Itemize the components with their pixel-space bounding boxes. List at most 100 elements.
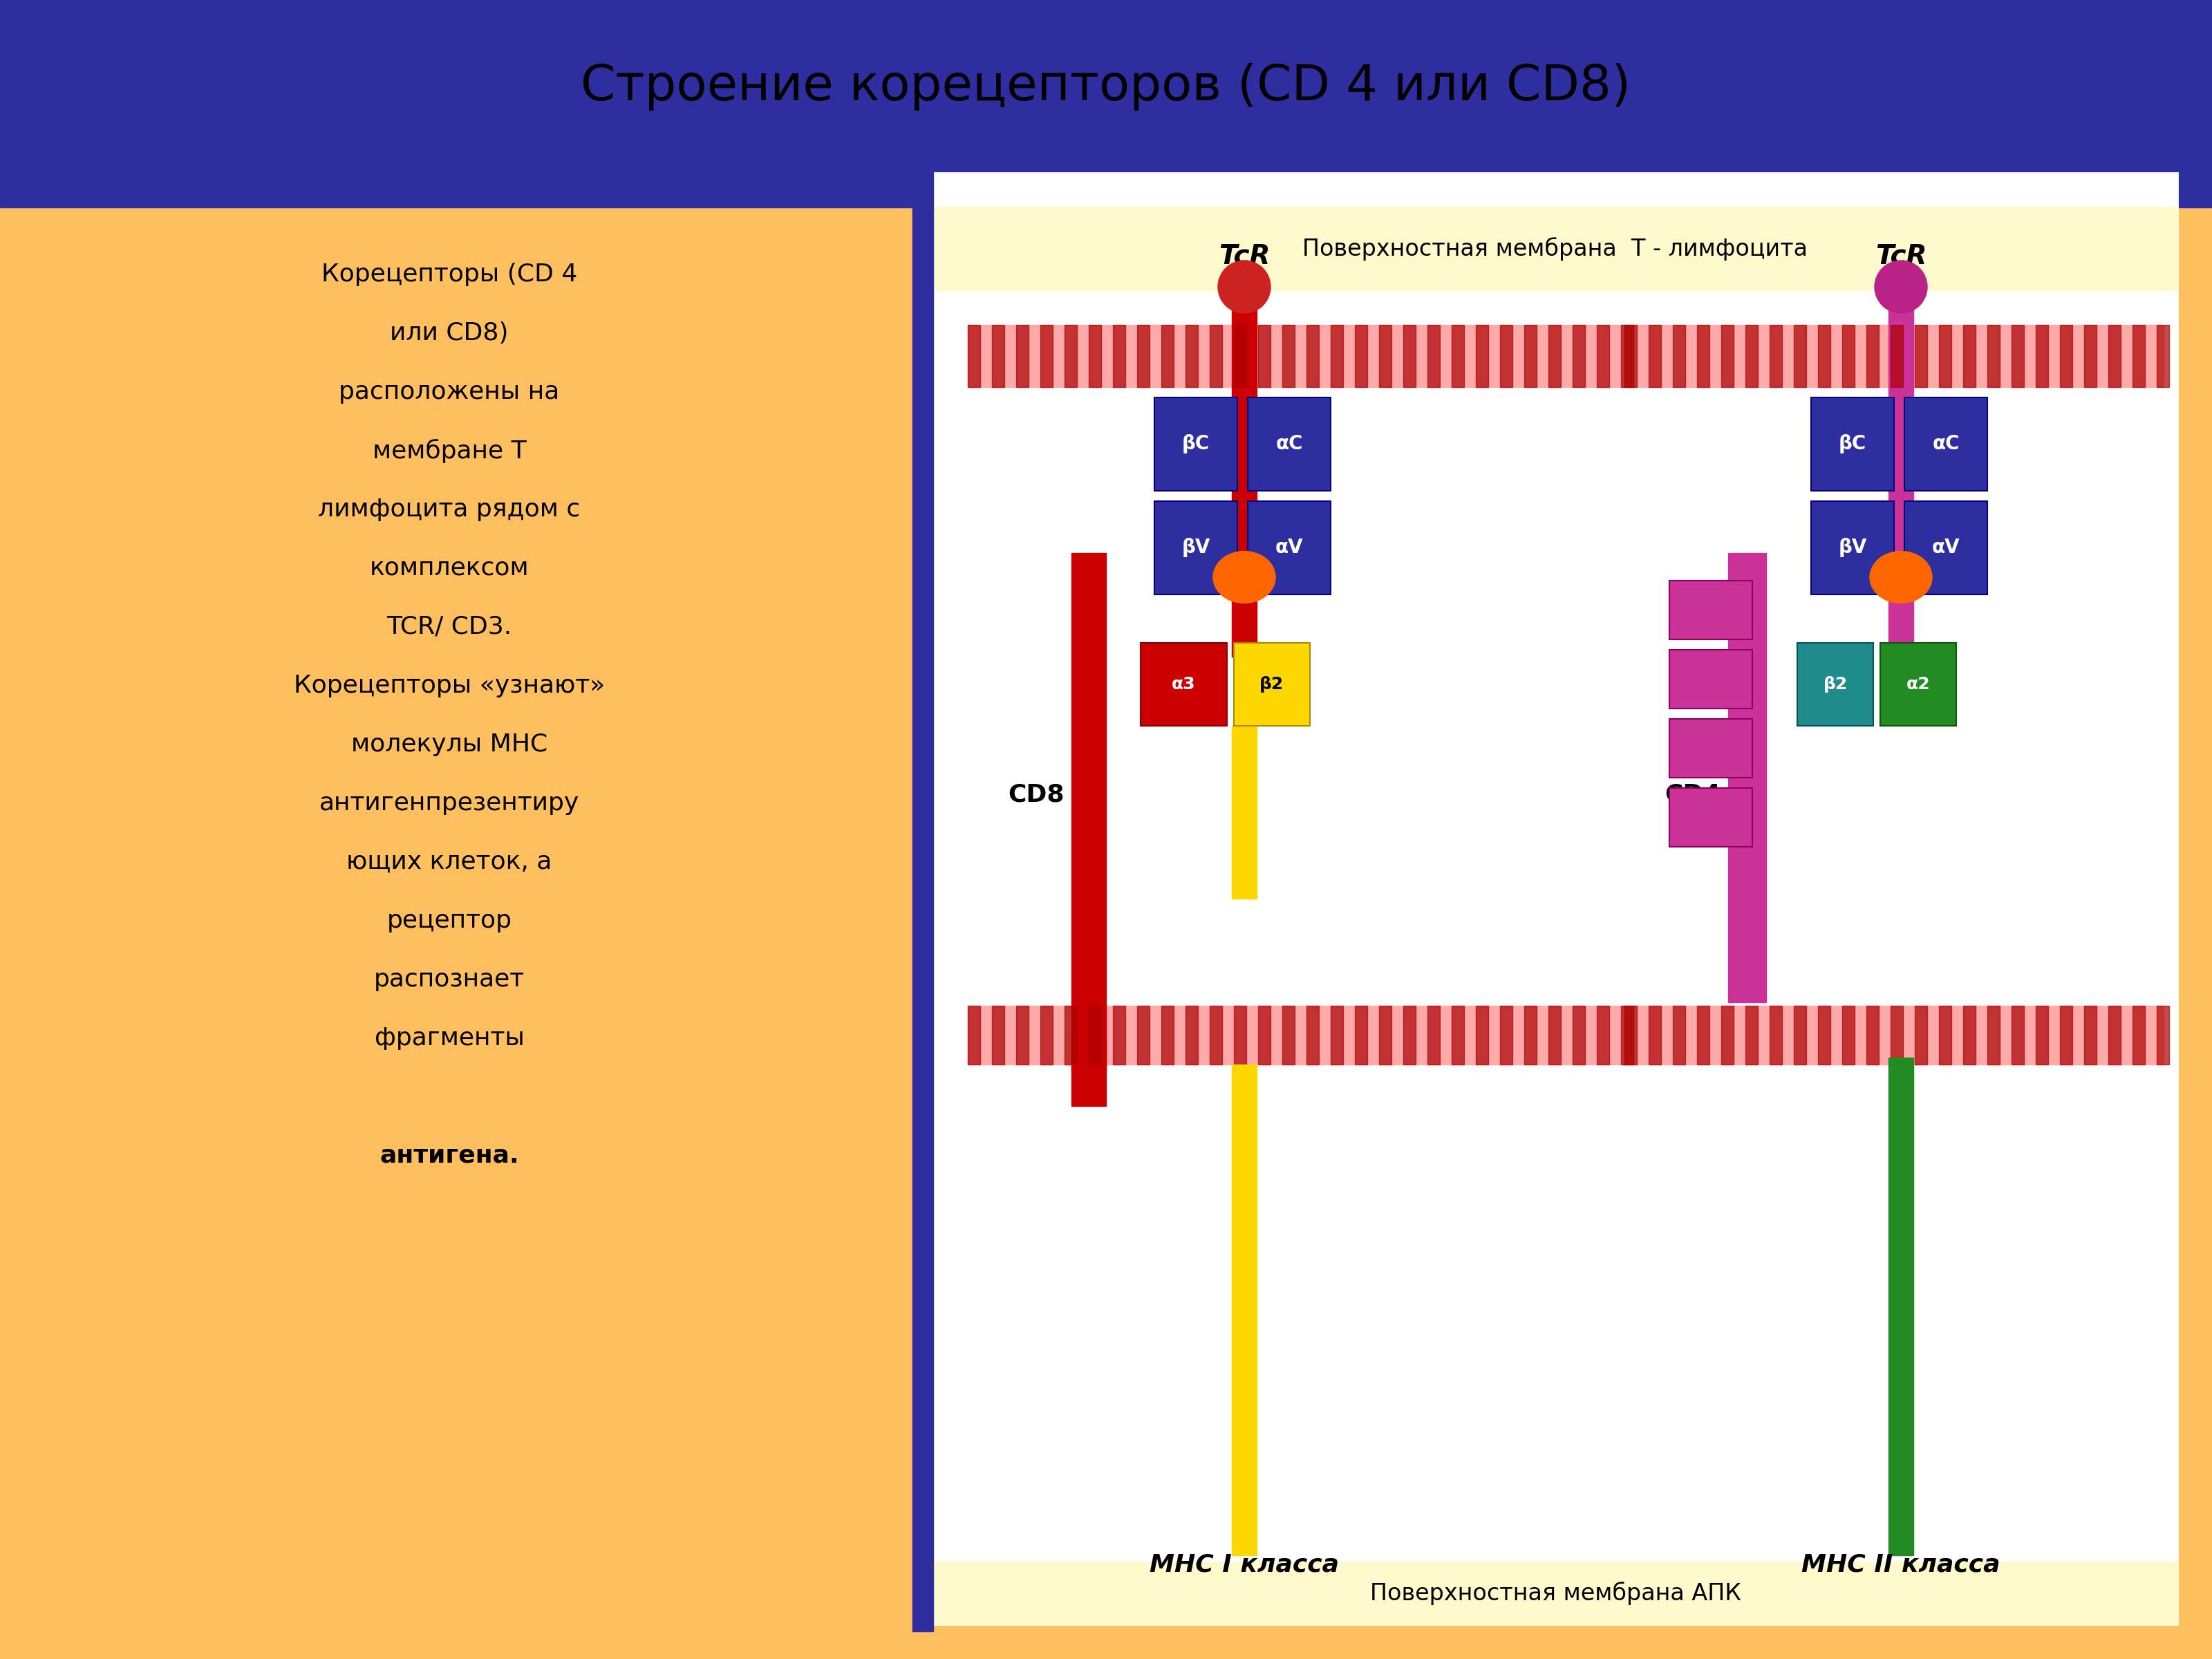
Text: TcR: TcR [1876,244,1927,269]
Bar [1697,325,1710,387]
Bar [0,173,2212,207]
Bar [1548,325,1562,387]
Bar [1889,1058,1913,1556]
Bar [1427,1005,1440,1065]
Bar [2011,1005,2024,1065]
Bar [1573,325,1586,387]
Bar [1186,325,1199,387]
FancyBboxPatch shape [1155,501,1237,594]
Text: фрагменты: фрагменты [374,1027,524,1050]
Bar [1283,1005,1294,1065]
Bar [1597,325,1608,387]
Bar [969,1005,1624,1065]
Text: МНС I класса: МНС I класса [1150,1553,1338,1576]
Bar [1064,1005,1077,1065]
Bar [914,166,933,1631]
Bar [1232,727,1256,899]
Text: расположены на: расположены на [338,380,560,403]
Bar [2157,325,2170,387]
Bar [1402,325,1416,387]
Bar [1210,325,1221,387]
Bar [1307,325,1318,387]
Bar [1332,1005,1343,1065]
Bar [1843,325,1854,387]
Bar [1964,1005,1975,1065]
Text: комплексом: комплексом [369,556,529,581]
Text: CD4: CD4 [1666,783,1721,806]
Bar [2059,325,2073,387]
Bar [1475,325,1489,387]
Bar [2059,1005,2073,1065]
Bar [1889,290,1913,657]
Bar [1354,1005,1367,1065]
Bar [933,173,2177,1624]
Bar [2108,325,2121,387]
Bar [1721,1005,1734,1065]
Bar [1867,1005,1878,1065]
Bar [1332,325,1343,387]
Text: молекулы МНС: молекулы МНС [352,733,549,757]
Bar [1794,325,1807,387]
Bar [969,325,980,387]
Bar [969,325,1624,387]
Bar [1088,1005,1102,1065]
Bar [1161,1005,1175,1065]
Bar [1354,325,1367,387]
FancyBboxPatch shape [1812,398,1893,491]
Bar [1624,325,1637,387]
Bar [1307,1005,1318,1065]
Bar [1500,1005,1513,1065]
Bar [1137,325,1150,387]
Text: Поверхностная мембрана АПК: Поверхностная мембрана АПК [1369,1581,1741,1604]
Bar [1259,1005,1270,1065]
Bar [1161,325,1175,387]
Bar [1721,325,1734,387]
Bar [1113,325,1126,387]
Bar [2084,1005,2097,1065]
FancyBboxPatch shape [1141,642,1228,727]
Text: α2: α2 [1907,677,1931,693]
Bar [1916,325,1927,387]
Bar [1427,325,1440,387]
Bar [1524,1005,1537,1065]
Bar [1621,325,1632,387]
Bar [933,207,2177,290]
Bar [1071,1037,1106,1107]
Bar [1794,1005,1807,1065]
Bar [1891,325,1902,387]
Bar [1648,325,1661,387]
Bar [1402,1005,1416,1065]
Text: мембране Т: мембране Т [372,440,526,463]
Bar [1597,1005,1608,1065]
Bar [1071,552,1106,1072]
FancyBboxPatch shape [1155,398,1237,491]
Bar [1210,1005,1221,1065]
Text: Корецепторы «узнают»: Корецепторы «узнают» [294,674,604,697]
Bar [969,1005,980,1065]
Bar [1015,325,1029,387]
Text: антигенпрезентиру: антигенпрезентиру [319,791,580,815]
FancyBboxPatch shape [1905,501,1986,594]
Bar [1283,325,1294,387]
Bar [1064,325,1077,387]
Bar [1672,1005,1686,1065]
Bar [1015,1005,1029,1065]
Bar [1500,325,1513,387]
Bar [1843,1005,1854,1065]
Ellipse shape [1212,551,1276,604]
Text: TcR: TcR [1219,244,1270,269]
Bar [1770,325,1783,387]
Text: αV: αV [1274,538,1303,557]
Bar [1137,1005,1150,1065]
Bar [1040,325,1053,387]
Bar [933,1563,2177,1624]
Text: β2: β2 [1259,677,1285,693]
Bar [1648,1005,1661,1065]
Text: Корецепторы (CD 4: Корецепторы (CD 4 [321,262,577,285]
Bar [1378,325,1391,387]
Text: распознает: распознает [374,967,524,990]
Bar [1728,552,1765,1002]
Bar [0,0,2212,173]
Text: CD8: CD8 [1009,783,1064,806]
Circle shape [1876,260,1927,314]
